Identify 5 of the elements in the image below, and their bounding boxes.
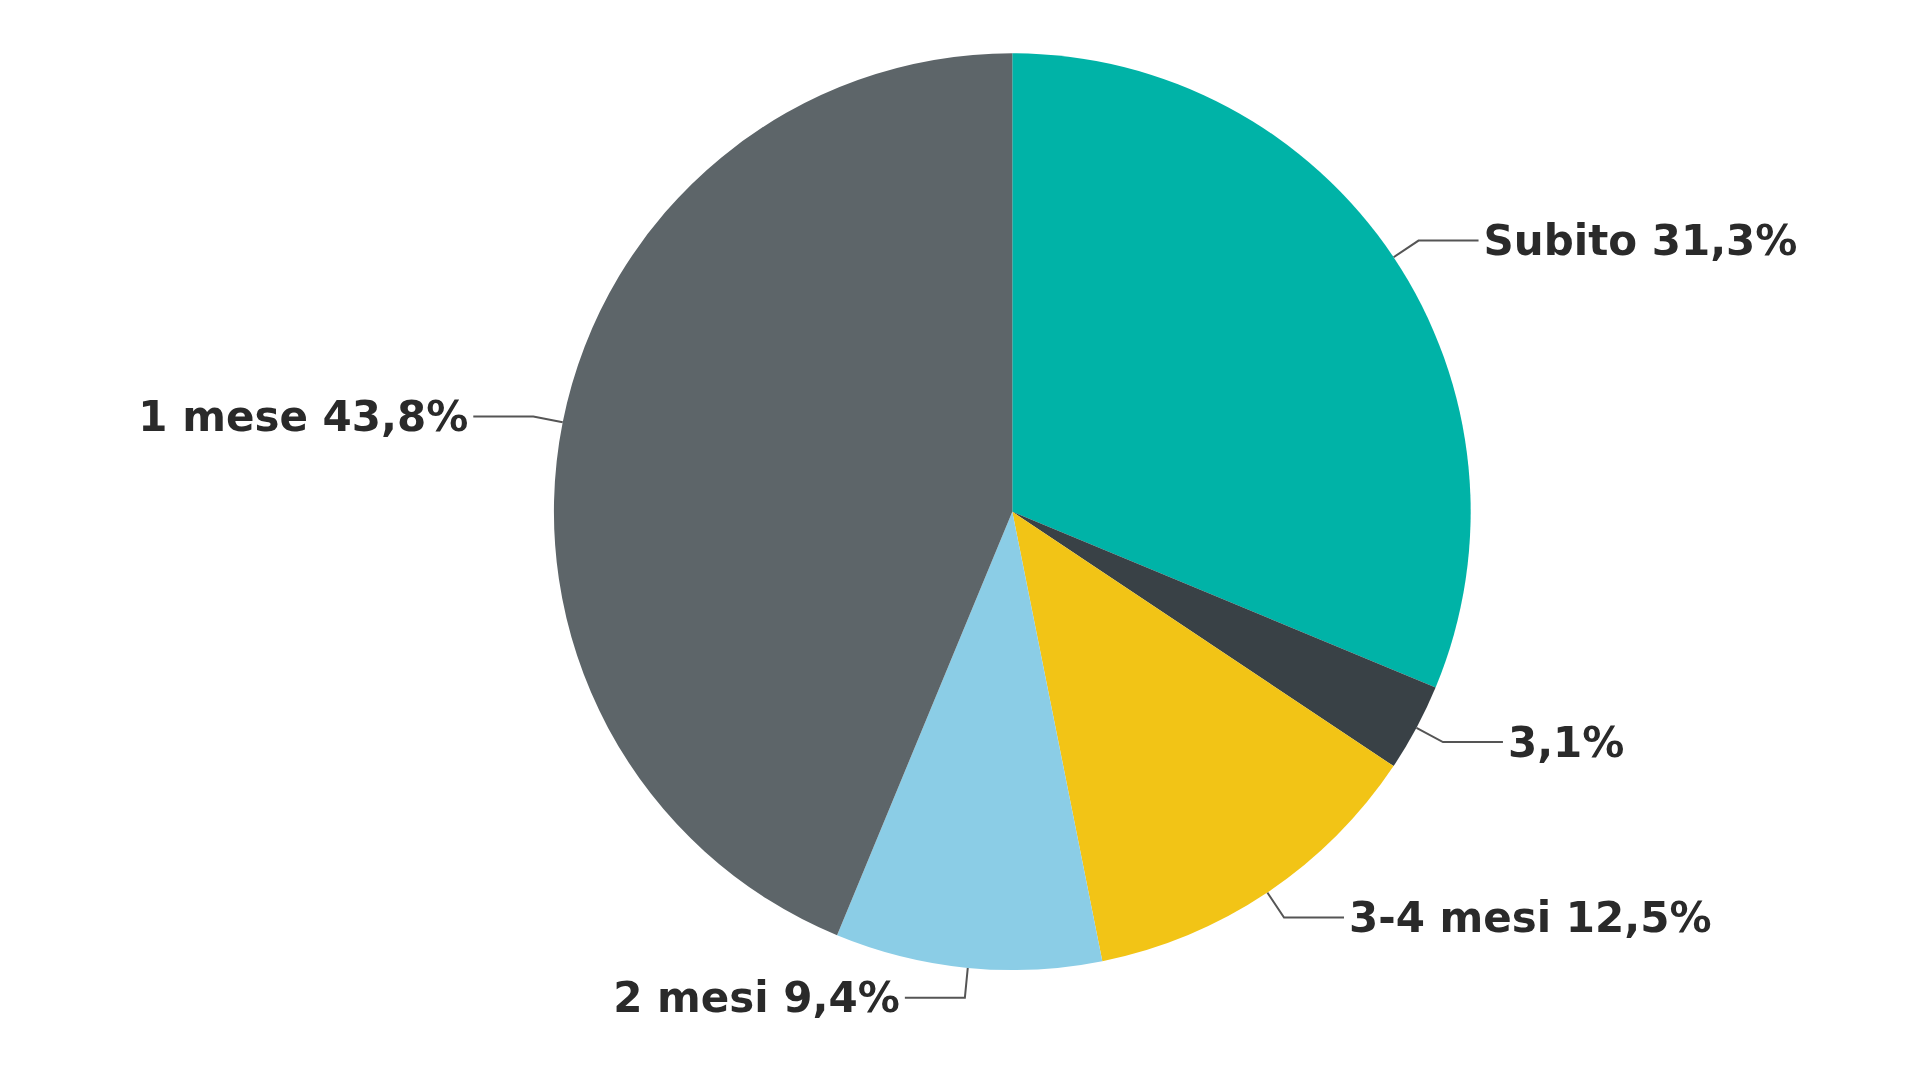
- slice-label: Subito 31,3%: [1483, 216, 1798, 266]
- slice-label: 1 mese 43,8%: [138, 392, 469, 441]
- slice-label: 2 mesi 9,4%: [613, 973, 900, 1023]
- slice-label: 3-4 mesi 12,5%: [1349, 892, 1712, 942]
- data-label: 3,1%: [1507, 717, 1625, 767]
